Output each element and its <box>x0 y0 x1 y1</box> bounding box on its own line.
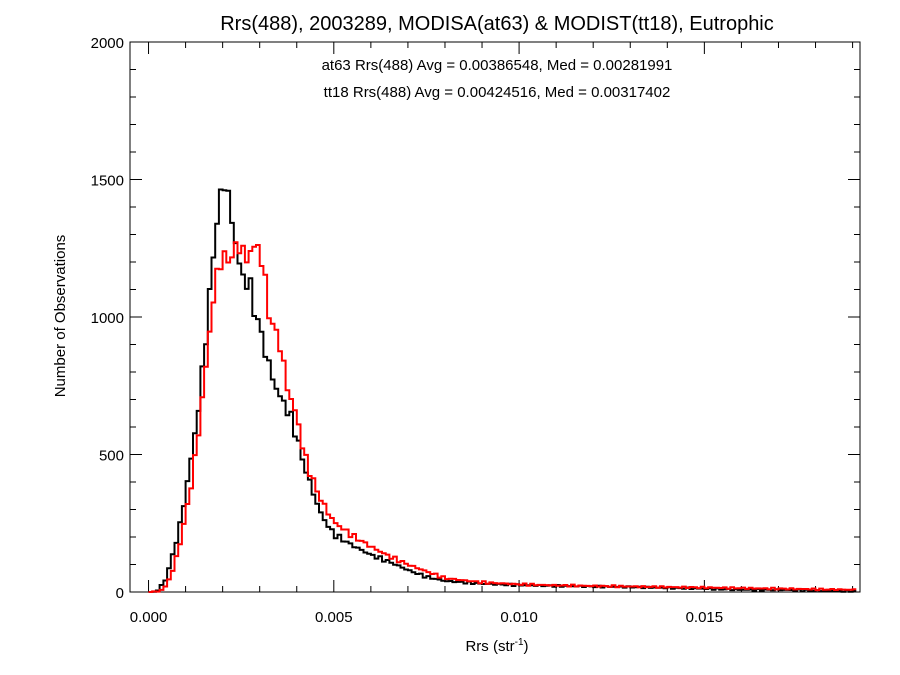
y-tick-label: 1500 <box>91 173 124 190</box>
x-tick-label: 0.000 <box>130 609 168 626</box>
annotation-tt18: tt18 Rrs(488) Avg = 0.00424516, Med = 0.… <box>324 84 671 101</box>
x-axis-label-superscript: -1 <box>515 637 524 648</box>
x-axis-label-close: ) <box>524 638 529 655</box>
y-tick-label: 1000 <box>91 310 124 327</box>
x-tick-label: 0.010 <box>500 609 538 626</box>
x-tick-label: 0.005 <box>315 609 353 626</box>
series-layer <box>148 188 857 593</box>
y-tick-label: 0 <box>116 585 124 602</box>
x-tick-label: 0.015 <box>686 609 724 626</box>
tick-labels: 0.000 0.005 0.010 0.015 0 500 1000 1500 2000 <box>91 35 724 626</box>
y-tick-label: 2000 <box>91 35 124 52</box>
x-axis-label: Rrs (str-1) <box>465 637 528 655</box>
x-axis-label-main: Rrs (str <box>465 638 514 655</box>
series-tt18-histogram <box>148 241 857 593</box>
y-axis-label: Number of Observations <box>52 235 69 398</box>
chart-title: Rrs(488), 2003289, MODISA(at63) & MODIST… <box>220 13 774 35</box>
annotation-at63: at63 Rrs(488) Avg = 0.00386548, Med = 0.… <box>322 57 673 74</box>
y-tick-label: 500 <box>99 448 124 465</box>
